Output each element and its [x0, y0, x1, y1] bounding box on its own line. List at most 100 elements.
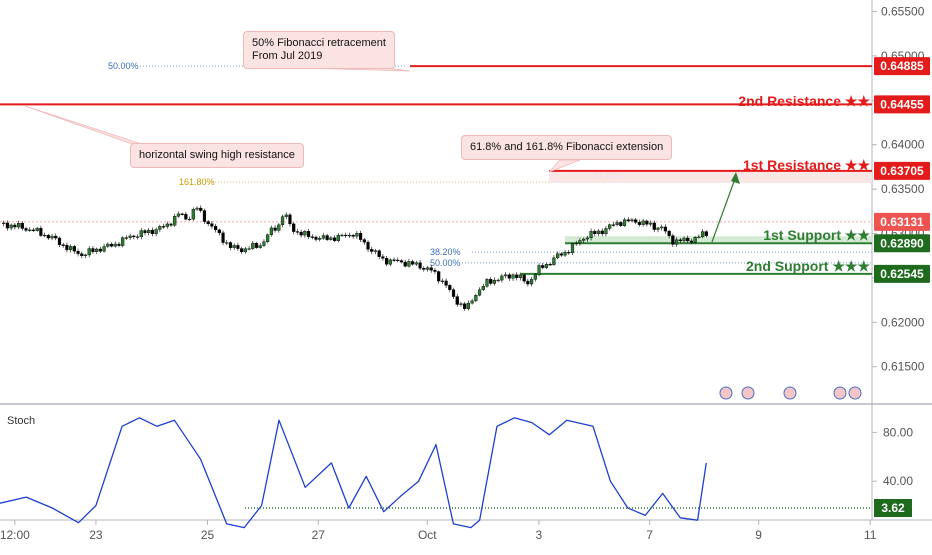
candle-body: [262, 241, 266, 246]
candle-body: [158, 226, 162, 230]
candle-body: [314, 236, 318, 240]
candle-body: [604, 228, 608, 235]
price-badge-label: 0.63705: [880, 164, 924, 178]
candle-body: [411, 261, 415, 265]
candle-body: [388, 259, 392, 265]
candle-body: [630, 219, 634, 222]
candle-body: [61, 244, 65, 246]
price-tick-label: 0.62000: [881, 315, 925, 329]
candle-body: [135, 236, 140, 238]
price-tick-label: 0.65500: [881, 5, 925, 19]
candle-body: [652, 222, 656, 230]
annotation-fib-retracement[interactable]: 50% Fibonacci retracement From Jul 2019: [243, 31, 395, 69]
candle-body: [648, 222, 653, 225]
candle-body: [496, 279, 500, 282]
time-tick-label: 7: [646, 528, 653, 542]
candle-body: [515, 274, 519, 278]
price-tick-label: 0.64000: [881, 138, 925, 152]
candle-body: [154, 229, 158, 234]
price-badge: [874, 161, 930, 180]
candle-body: [35, 227, 39, 231]
candle-body: [511, 274, 515, 279]
candle-body: [704, 231, 708, 237]
candle-body: [210, 223, 214, 227]
price-badge-label: 0.64455: [880, 97, 924, 111]
candle-body: [5, 222, 10, 229]
candle-body: [619, 222, 623, 226]
candle-body: [269, 227, 273, 235]
candle-body: [280, 216, 285, 226]
candle-body: [358, 233, 363, 240]
annotation-swing-high[interactable]: horizontal swing high resistance: [130, 143, 304, 168]
event-flag-icon[interactable]: [833, 386, 847, 400]
candle-body: [9, 224, 13, 229]
candle-body: [366, 241, 370, 250]
candle-body: [660, 226, 664, 229]
candle-body: [608, 224, 612, 229]
candle-body: [529, 279, 534, 285]
event-flag-icon[interactable]: [741, 386, 755, 400]
candle-body: [674, 239, 679, 245]
candle-body: [332, 237, 337, 241]
candle-body: [701, 231, 705, 238]
candle-body: [303, 231, 307, 236]
candle-body: [526, 280, 530, 285]
candle-body: [593, 231, 597, 234]
candle-body: [470, 300, 474, 304]
candle-body: [344, 234, 348, 237]
candle-body: [574, 242, 578, 245]
candle-body: [429, 267, 433, 271]
level-label-2nd-support: 2nd Support ★★★: [746, 258, 870, 274]
candle-body: [425, 267, 430, 270]
event-flag-icon[interactable]: [719, 386, 733, 400]
candle-body: [589, 231, 593, 239]
candle-body: [686, 237, 690, 242]
time-tick-label: Oct: [418, 528, 437, 542]
candle-body: [697, 236, 701, 238]
candle-body: [362, 239, 366, 243]
candle-body: [72, 246, 76, 252]
candle-body: [39, 227, 43, 236]
candle-body: [385, 258, 389, 265]
candle-body: [187, 218, 192, 221]
price-badge-label: 0.63131: [880, 215, 924, 229]
candle-body: [466, 302, 471, 309]
candle-body: [537, 265, 541, 275]
candle-body: [228, 242, 233, 248]
candle-body: [455, 296, 459, 305]
price-badge-label: 0.62545: [880, 267, 924, 281]
candle-body: [121, 237, 125, 246]
candle-body: [176, 213, 181, 217]
candle-body: [306, 231, 311, 237]
candle-body: [147, 229, 151, 233]
level-label-1st-support: 1st Support ★★: [763, 227, 870, 243]
candle-body: [232, 245, 236, 248]
candle-body: [284, 214, 288, 217]
event-flag-icon[interactable]: [848, 386, 862, 400]
annotation-fib-extension[interactable]: 61.8% and 161.8% Fibonacci extension: [461, 135, 673, 160]
candle-body: [585, 237, 589, 240]
candle-body: [258, 245, 262, 248]
stoch-tick-label: 80.00: [883, 425, 913, 439]
candle-body: [656, 227, 660, 230]
candle-body: [552, 257, 556, 265]
candle-body: [485, 279, 489, 287]
stoch-value-label: 3.62: [881, 501, 905, 515]
price-badge: [874, 264, 930, 283]
candle-body: [13, 224, 17, 228]
candle-body: [247, 248, 251, 250]
candle-body: [292, 223, 296, 232]
candle-body: [24, 228, 28, 231]
candle-body: [582, 238, 586, 241]
candle-body: [444, 280, 448, 286]
event-flag-icon[interactable]: [783, 386, 797, 400]
candle-body: [351, 234, 355, 237]
candle-body: [195, 207, 199, 210]
candle-body: [16, 223, 21, 228]
candle-body: [251, 242, 255, 249]
candle-body: [321, 235, 326, 239]
candle-body: [541, 265, 545, 268]
candle-body: [340, 234, 344, 237]
candle-body: [667, 230, 671, 236]
